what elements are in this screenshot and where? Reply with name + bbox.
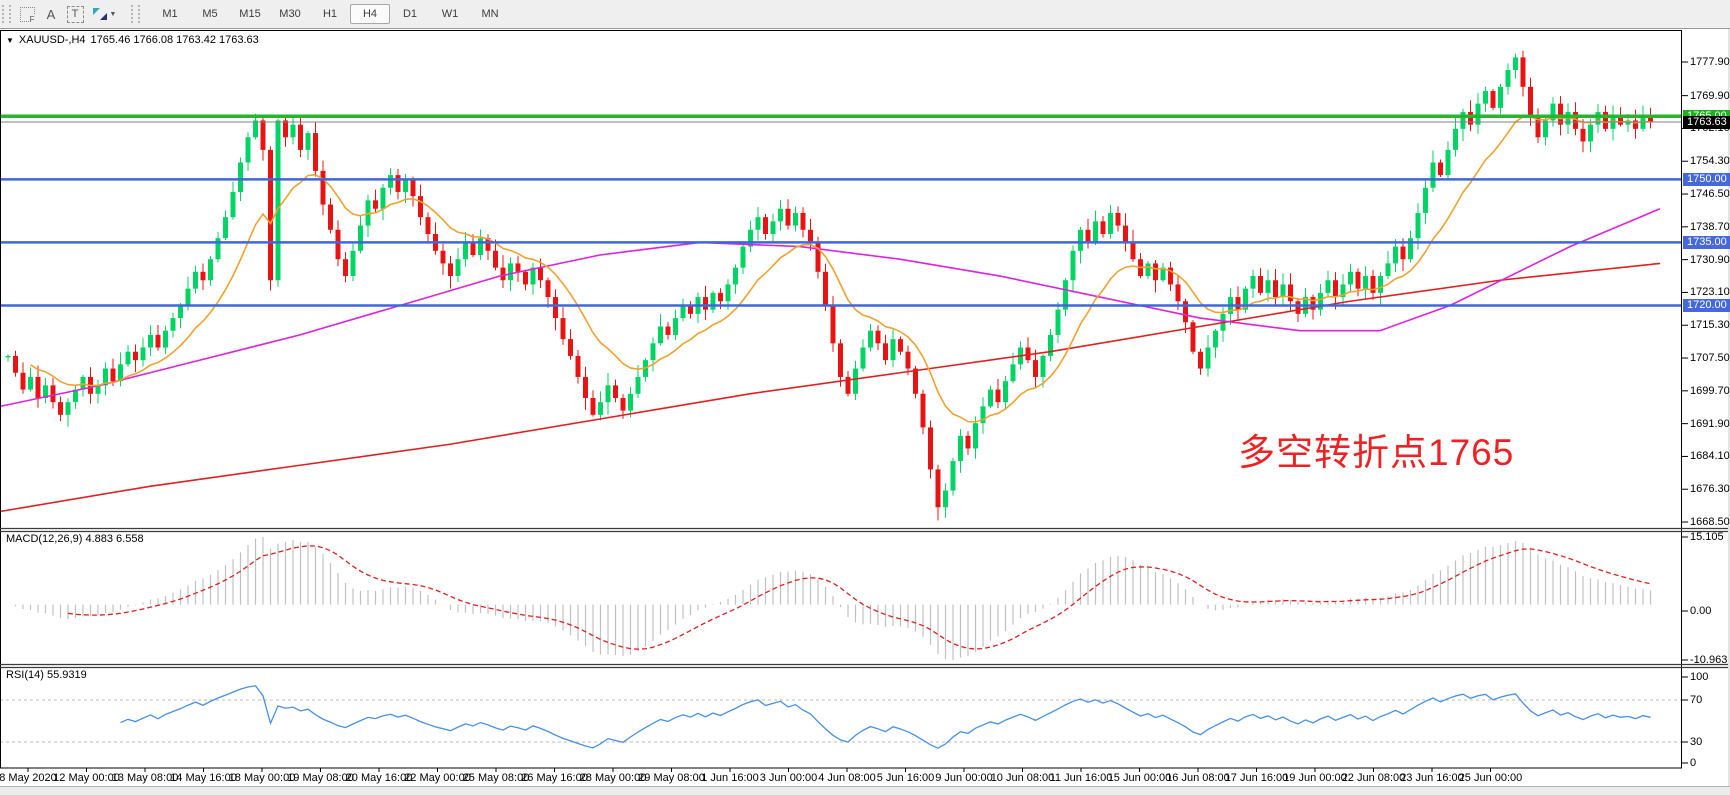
time-axis-label: 11 Jun 16:00 xyxy=(1049,772,1113,784)
macd-scale-label: 0.00 xyxy=(1690,605,1712,617)
timeframe-group: M1 M5 M15 M30 H1 H4 D1 W1 MN xyxy=(150,4,510,24)
time-axis-label: 19 May 08:00 xyxy=(287,772,354,784)
time-axis-label: 3 Jun 00:00 xyxy=(759,772,818,784)
time-axis-label: 9 Jun 00:00 xyxy=(935,772,993,784)
time-axis-label: 18 May 00:00 xyxy=(228,772,296,784)
price-tick-label: 1699.70 xyxy=(1690,384,1730,397)
symbol-title: XAUUSD-,H4 xyxy=(18,34,86,46)
price-tick-label: 1668.50 xyxy=(1690,516,1730,529)
time-axis-label: 22 May 00:00 xyxy=(404,772,471,784)
time-axis-label: 5 Jun 16:00 xyxy=(876,772,935,784)
time-axis-label: 13 May 08:00 xyxy=(111,772,179,784)
chevron-down-icon[interactable]: ▼ xyxy=(109,10,117,18)
price-level-badge: 1735.00 xyxy=(1683,235,1730,249)
price-tick-label: 1746.50 xyxy=(1690,188,1730,201)
time-axis-label: 14 May 16:00 xyxy=(170,772,237,784)
price-tick-label: 1684.10 xyxy=(1690,450,1730,463)
time-axis-label: 15 Jun 00:00 xyxy=(1107,772,1172,784)
symbol-dropdown-icon[interactable]: ▼ xyxy=(6,35,14,45)
time-axis-label: 16 Jun 08:00 xyxy=(1166,772,1230,784)
toolbar: F A T ▼ M1 M5 M15 M30 H1 H4 D1 W1 MN xyxy=(0,0,1730,29)
price-tick-label: 1723.10 xyxy=(1690,286,1730,299)
timeframe-button-m30[interactable]: M30 xyxy=(279,8,301,20)
textbox-tool-button[interactable]: T xyxy=(63,3,87,25)
price-tick-label: 1730.90 xyxy=(1690,253,1730,266)
macd-histogram xyxy=(14,537,1652,660)
price-level-badge: 1750.00 xyxy=(1683,172,1730,186)
macd-scale-label: 15.105 xyxy=(1690,531,1724,543)
time-axis-label: 26 May 16:00 xyxy=(521,772,588,784)
rsi-scale-label: 70 xyxy=(1690,694,1703,706)
macd-signal-line xyxy=(67,545,1651,650)
timeframe-button-h1[interactable]: H1 xyxy=(322,8,338,20)
rsi-label: RSI(14) 55.9319 xyxy=(6,669,87,681)
price-tick-label: 1738.70 xyxy=(1690,220,1730,233)
time-axis-label: 20 May 16:00 xyxy=(345,772,413,784)
pattern-grid-tool-button[interactable]: F xyxy=(15,3,39,25)
price-tick-label: 1777.90 xyxy=(1690,56,1730,68)
macd-label: MACD(12,26,9) 4.883 6.558 xyxy=(6,533,144,545)
time-axis-label: 10 Jun 08:00 xyxy=(990,772,1055,784)
time-axis-label: 28 May 00:00 xyxy=(579,772,647,784)
rsi-scale-label: 100 xyxy=(1690,671,1709,683)
symbol-quote-line[interactable]: ▼ XAUUSD-,H4 1765.46 1766.08 1763.42 176… xyxy=(6,34,259,46)
time-axis-label: 17 Jun 16:00 xyxy=(1224,772,1289,784)
time-axis-label: 19 Jun 00:00 xyxy=(1283,772,1347,784)
time-axis-label: 25 May 08:00 xyxy=(462,772,530,784)
timeframe-button-m5[interactable]: M5 xyxy=(202,8,218,20)
time-axis-label: 22 Jun 08:00 xyxy=(1341,772,1406,784)
timeframe-button-m1[interactable]: M1 xyxy=(162,8,178,20)
textbox-icon: T xyxy=(66,5,84,23)
time-axis-label: 23 Jun 16:00 xyxy=(1400,772,1464,784)
chart-annotation-text: 多空转折点1765 xyxy=(1238,432,1515,473)
price-tick-label: 1754.30 xyxy=(1690,155,1730,168)
time-axis-label: 29 May 08:00 xyxy=(638,772,705,784)
toolbar-grip[interactable] xyxy=(2,5,11,23)
status-strip xyxy=(0,786,1730,795)
pattern-grid-icon: F xyxy=(19,6,35,24)
time-axis-label: 4 Jun 08:00 xyxy=(818,772,876,784)
quote-ohlc: 1765.46 1766.08 1763.42 1763.63 xyxy=(90,34,259,46)
current-price-badge: 1763.63 xyxy=(1683,115,1730,129)
time-axis-label: 8 May 2020 xyxy=(0,772,57,784)
plot-border xyxy=(0,30,1682,769)
price-tick-label: 1691.90 xyxy=(1690,417,1730,430)
timeframe-button-h4[interactable]: H4 xyxy=(350,4,390,24)
time-axis-label: 1 Jun 16:00 xyxy=(701,772,759,784)
timeframe-button-d1[interactable]: D1 xyxy=(402,8,418,20)
macd-scale-label: -10.963 xyxy=(1690,654,1728,666)
price-level-badge: 1720.00 xyxy=(1683,298,1730,312)
timeframe-button-m15[interactable]: M15 xyxy=(239,8,261,20)
price-tick-label: 1715.30 xyxy=(1690,319,1730,332)
price-tick-label: 1769.90 xyxy=(1690,89,1730,102)
ma-fast-line xyxy=(30,115,1651,423)
time-axis-label: 12 May 00:00 xyxy=(53,772,120,784)
timeframe-button-w1[interactable]: W1 xyxy=(441,8,459,20)
rsi-line xyxy=(120,685,1651,749)
arrows-icon xyxy=(92,7,108,21)
price-tick-label: 1707.50 xyxy=(1690,352,1730,365)
arrows-tool-button[interactable]: ▼ xyxy=(87,3,121,25)
text-a-icon: A xyxy=(46,6,56,22)
text-tool-button[interactable]: A xyxy=(39,3,63,25)
price-tick-label: 1676.30 xyxy=(1690,483,1730,496)
time-axis-label: 25 Jun 00:00 xyxy=(1458,772,1523,784)
rsi-scale-label: 30 xyxy=(1690,736,1703,748)
timeframe-button-mn[interactable]: MN xyxy=(481,8,499,20)
toolbar-grip[interactable] xyxy=(131,5,140,23)
rsi-scale-label: 0 xyxy=(1690,757,1697,769)
